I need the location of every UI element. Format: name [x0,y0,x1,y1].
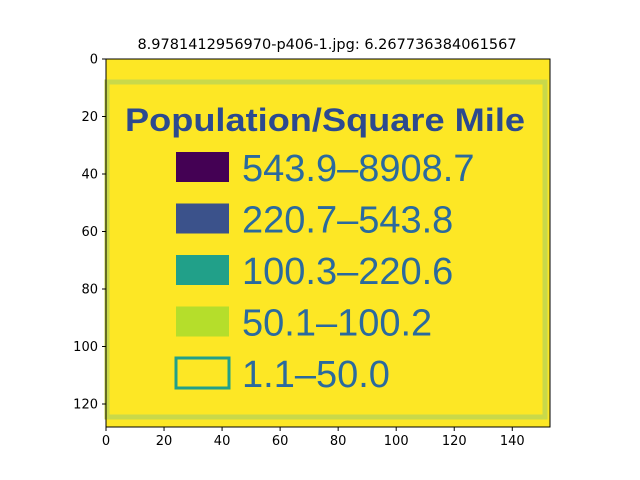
x-tick-label: 0 [102,434,110,449]
legend-swatch [176,203,229,234]
legend-label: 50.1–100.2 [242,303,432,345]
y-tick-label: 40 [81,168,98,183]
legend-swatch [176,306,229,337]
legend-label: 220.7–543.8 [242,200,453,242]
image-frame-inner [104,79,548,420]
x-tick-label: 120 [442,434,467,449]
x-axis: 0 20 40 60 80 100 120 140 [102,427,525,449]
y-tick-label: 60 [81,225,98,240]
x-tick-label: 60 [272,434,289,449]
y-tick-label: 100 [73,340,98,355]
legend-label: 1.1–50.0 [242,354,390,396]
y-tick-label: 120 [73,398,98,413]
x-tick-label: 80 [330,434,347,449]
x-tick-label: 140 [500,434,525,449]
x-tick-label: 40 [214,434,231,449]
y-tick-label: 80 [81,283,98,298]
plot-area: Population/Square Mile 543.9–8908.7 220.7… [104,58,551,428]
legend-swatch [176,152,229,182]
legend-swatch [174,356,231,390]
x-tick-label: 100 [384,434,409,449]
x-tick-label: 20 [156,434,173,449]
y-tick-label: 20 [81,110,98,125]
legend-label: 543.9–8908.7 [242,148,474,190]
legend-label: 100.3–220.6 [242,251,453,293]
y-axis: 0 20 40 60 80 100 120 [73,53,106,413]
y-tick-label: 0 [90,53,98,68]
legend-entries: 543.9–8908.7 220.7–543.8 100.3–220.6 50.1–1… [174,148,474,396]
legend-swatch [176,255,229,285]
axes-frame [105,58,551,428]
legend-title: Population/Square Mile [125,102,525,138]
chart-title: 8.9781412956970-p406-1.jpg: 6.2677363840… [137,37,516,53]
